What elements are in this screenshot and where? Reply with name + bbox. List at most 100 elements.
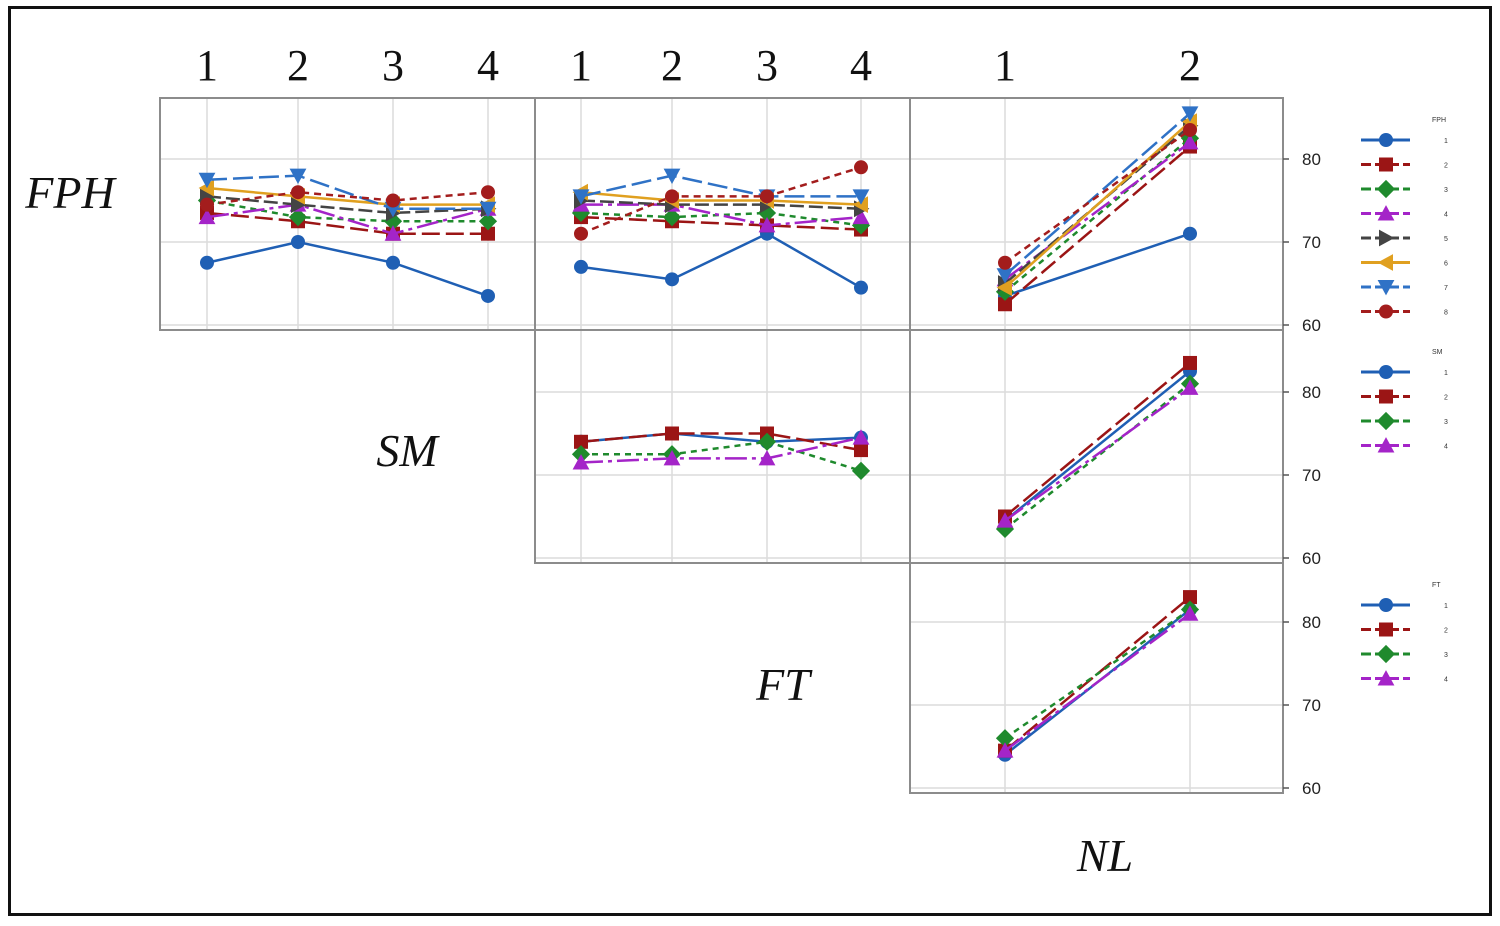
panel-fph-ft — [534, 97, 911, 331]
panel-series-ft-nl — [995, 590, 1200, 762]
legend-marker — [1376, 411, 1396, 431]
data-point — [384, 225, 402, 241]
legend-marker — [1376, 179, 1396, 199]
legend-marker — [1377, 670, 1395, 686]
top-tick-nl-2: 2 — [1179, 41, 1201, 90]
series-line — [1004, 386, 1191, 522]
data-point — [481, 288, 495, 303]
panel-series-sm-nl — [995, 355, 1200, 539]
data-point — [663, 168, 681, 184]
y-tick-label: 70 — [1302, 696, 1321, 715]
series-sm-4 — [572, 429, 870, 470]
series-sm-3 — [995, 374, 1200, 539]
data-point — [1183, 590, 1197, 605]
data-point — [1181, 379, 1199, 395]
legend-marker — [1379, 365, 1393, 379]
data-point — [291, 235, 305, 249]
series-ft-4 — [996, 605, 1199, 758]
data-point — [662, 208, 682, 227]
series-line — [580, 190, 862, 206]
series-sm-4 — [996, 379, 1199, 528]
data-point — [574, 226, 588, 241]
legend-ft: FT 1 2 3 4 — [1361, 582, 1448, 686]
legend-entry-label: 4 — [1444, 212, 1448, 219]
factor-label-fph: FPH — [24, 167, 117, 218]
legend-entry-label: 8 — [1444, 310, 1448, 317]
series-line — [206, 195, 489, 215]
data-point — [996, 279, 1012, 297]
series-line — [1004, 128, 1191, 264]
panel-sm-ft — [534, 329, 911, 564]
data-point — [386, 255, 400, 270]
y-tick-label: 70 — [1302, 233, 1321, 252]
series-line — [1004, 608, 1191, 740]
series-line — [1004, 112, 1191, 277]
legend-title: SM — [1432, 349, 1443, 356]
series-line — [580, 211, 862, 227]
top-tick-ft-2: 2 — [661, 41, 683, 90]
series-fph-2 — [998, 139, 1197, 312]
legend-entry-label: 3 — [1444, 187, 1448, 194]
legend-entry-label: 6 — [1444, 261, 1448, 268]
data-point — [758, 450, 776, 466]
data-point — [198, 172, 216, 189]
top-tick-ft-3: 3 — [756, 41, 778, 90]
y-tick-label: 60 — [1302, 549, 1321, 568]
series-line — [1004, 361, 1191, 518]
series-line — [581, 203, 862, 227]
series-line — [1004, 141, 1191, 281]
data-point — [1183, 355, 1197, 370]
data-point — [998, 297, 1012, 312]
data-point — [288, 208, 308, 227]
series-line — [206, 203, 489, 235]
top-tick-nl-1: 1 — [994, 41, 1016, 90]
legend-marker — [1377, 254, 1393, 271]
data-point — [481, 185, 495, 200]
data-point — [996, 268, 1014, 284]
data-point — [291, 185, 305, 200]
legend-entry-label: 2 — [1444, 163, 1448, 170]
data-point — [665, 426, 679, 441]
data-point — [995, 519, 1015, 539]
series-line — [580, 215, 862, 231]
gridlines — [160, 98, 1283, 793]
legend-entry-label: 2 — [1444, 395, 1448, 402]
legend-marker — [1379, 622, 1393, 637]
legend-entry-label: 3 — [1444, 652, 1448, 659]
legend-marker — [1379, 598, 1393, 612]
legend-entry-label: 1 — [1444, 603, 1448, 610]
data-point — [572, 189, 590, 205]
data-point — [1183, 226, 1197, 241]
legend-title: FPH — [1432, 117, 1446, 124]
legend-entry-label: 5 — [1444, 236, 1448, 243]
data-point — [574, 259, 588, 274]
series-sm-2 — [574, 426, 868, 458]
series-line — [206, 174, 488, 211]
data-point — [574, 434, 588, 449]
series-fph-3 — [995, 129, 1200, 301]
series-fph-3 — [197, 191, 498, 231]
data-point — [852, 429, 870, 445]
legend-marker — [1379, 304, 1393, 319]
series-line — [1004, 145, 1191, 306]
factor-label-sm: SM — [376, 425, 440, 476]
series-line — [580, 174, 861, 198]
series-line — [580, 432, 862, 444]
panel-series-sm-ft — [571, 426, 871, 480]
data-point — [200, 197, 214, 212]
chart-frame — [8, 6, 1492, 916]
series-line — [1004, 137, 1191, 293]
data-point — [854, 160, 868, 175]
data-point — [663, 450, 681, 466]
panel-series-fph-sm — [197, 168, 498, 303]
data-point — [854, 280, 868, 295]
y-tick-label: 80 — [1302, 383, 1321, 402]
data-point — [665, 272, 679, 287]
top-tick-labels: 1 2 3 4 1 2 3 4 1 2 — [196, 41, 1201, 90]
series-line — [1004, 120, 1191, 289]
top-tick-sm-1: 1 — [196, 41, 218, 90]
legend-marker — [1379, 229, 1395, 247]
data-point — [198, 208, 216, 225]
series-sm-2 — [998, 355, 1197, 524]
